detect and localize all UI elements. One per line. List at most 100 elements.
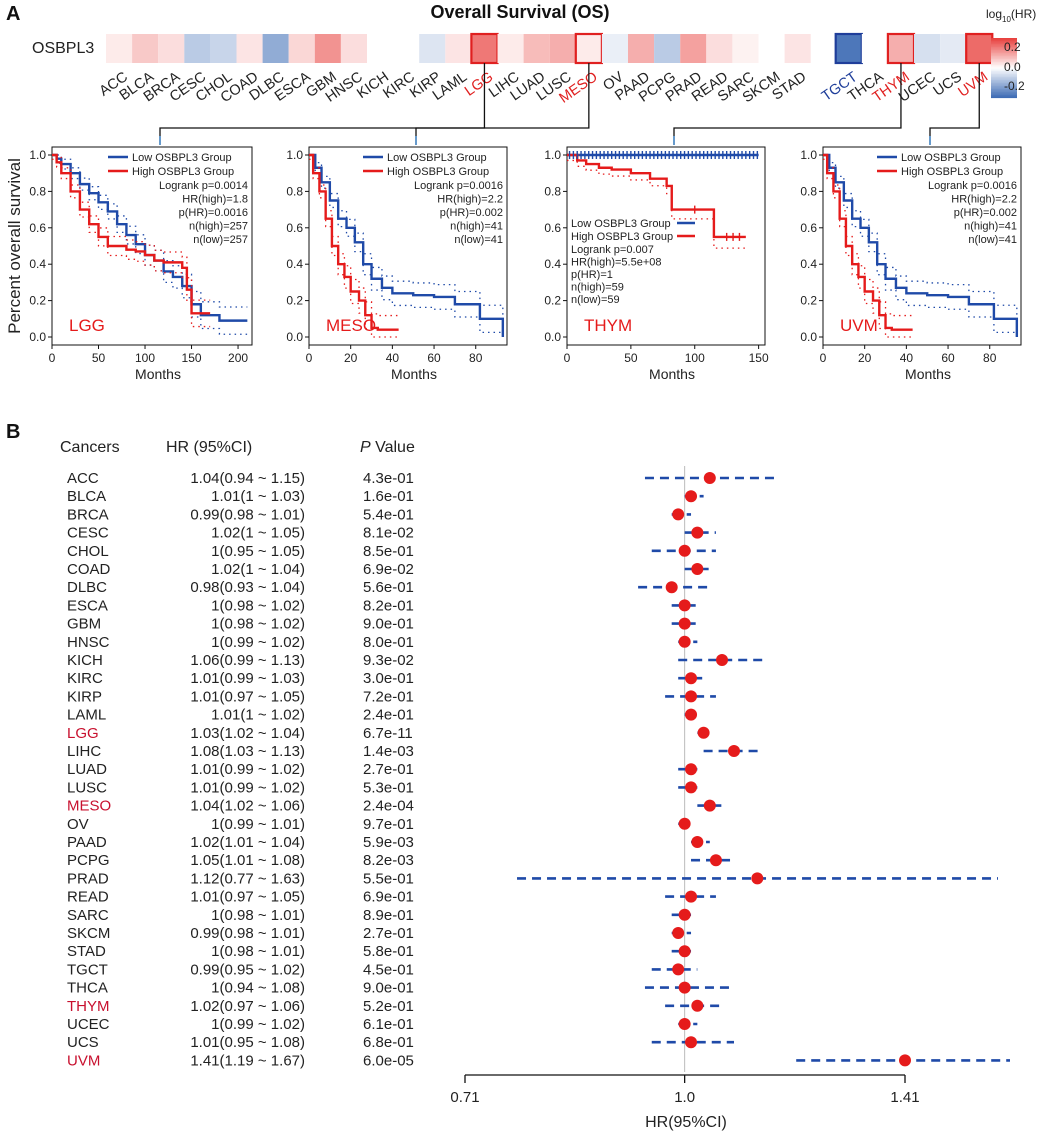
forest-cancer-label: MESO	[67, 798, 111, 815]
km-legend-entry: Low OSBPL3 Group	[132, 152, 232, 164]
legend-gradient-step	[991, 65, 1017, 67]
legend-gradient-step	[991, 78, 1017, 81]
km-high-ci-lower	[309, 158, 399, 338]
km-y-tick-label: 1.0	[286, 148, 303, 162]
forest-p-value: 5.8e-01	[363, 943, 414, 960]
legend-gradient-step	[991, 51, 1017, 54]
forest-point	[697, 726, 710, 739]
km-x-tick-label: 80	[983, 351, 997, 365]
km-legend-entry: High OSBPL3 Group	[132, 166, 234, 178]
forest-p-value: 3.0e-01	[363, 670, 414, 687]
forest-cancer-label: KIRC	[67, 670, 103, 687]
km-x-tick-label: 100	[685, 351, 705, 365]
forest-hr-text: 1.01(0.97 ~ 1.05)	[190, 889, 305, 906]
forest-cancer-label: KICH	[67, 652, 103, 669]
heatmap-legend: log10(HR) 0.2 0.0 -0.2	[986, 7, 1036, 99]
forest-point	[678, 908, 691, 921]
km-y-tick-label: 0.6	[29, 221, 46, 235]
legend-gradient-step	[991, 71, 1017, 73]
heatmap-cancer-label: UVM	[955, 69, 991, 101]
km-y-tick-label: 0.6	[286, 221, 303, 235]
km-stat: p(HR)=0.002	[440, 207, 503, 219]
forest-point	[703, 472, 716, 484]
km-y-tick-label: 0.6	[544, 221, 561, 235]
forest-point	[678, 635, 691, 648]
km-x-tick-label: 60	[941, 351, 955, 365]
heatmap-cell	[184, 34, 211, 63]
heatmap-cell	[861, 34, 888, 63]
legend-gradient-step	[991, 39, 1017, 42]
forest-cancer-label: LGG	[67, 725, 99, 742]
forest-cancer-label: BLCA	[67, 488, 106, 505]
forest-x-tick-label: 1.41	[890, 1089, 919, 1106]
legend-gradient-step	[991, 45, 1017, 48]
legend-gradient-step	[991, 96, 1017, 99]
forest-cancer-label: UVM	[67, 1052, 100, 1069]
km-stat: n(low)=59	[571, 294, 620, 306]
km-y-tick-label: 0.6	[800, 221, 817, 235]
heatmap-cell	[965, 32, 994, 65]
km-y-tick-label: 1.0	[29, 148, 46, 162]
km-y-tick-label: 0.0	[29, 330, 46, 344]
forest-hr-text: 1.04(0.94 ~ 1.15)	[190, 470, 305, 487]
heatmap-cell	[210, 34, 237, 63]
legend-gradient-step	[991, 89, 1017, 91]
forest-point	[685, 781, 698, 794]
legend-tick-label: -0.2	[1004, 79, 1025, 93]
forest-cancer-label: READ	[67, 889, 109, 906]
forest-p-value: 6.1e-01	[363, 1016, 414, 1033]
km-stat: Logrank p=0.0016	[414, 180, 503, 192]
km-legend-entry: Low OSBPL3 Group	[901, 152, 1001, 164]
heatmap-cell	[158, 34, 185, 63]
heatmap-gene-label: OSBPL3	[32, 40, 94, 57]
km-x-axis-label: Months	[649, 366, 695, 382]
panel-b-letter: B	[6, 421, 20, 443]
heatmap-cell	[445, 34, 472, 63]
km-x-axis-label: Months	[391, 366, 437, 382]
km-plot-title: MESO	[326, 316, 376, 335]
forest-p-value: 8.9e-01	[363, 907, 414, 924]
forest-p-value: 8.1e-02	[363, 525, 414, 542]
forest-cancer-label: STAD	[67, 943, 106, 960]
forest-p-value: 8.0e-01	[363, 634, 414, 651]
forest-point	[678, 1018, 691, 1030]
km-plot-thym: 0.0 0.2 0.4 0.6 0.8 1.0 0 50 100 150 Months Low OSB…	[544, 146, 769, 382]
km-x-tick-label: 40	[900, 351, 914, 365]
km-plot-lgg: 0.0 0.2 0.4 0.6 0.8 1.0 0 50 100 150 200 Months Low …	[29, 146, 253, 382]
heatmap-cell	[574, 32, 603, 65]
forest-cancer-label: UCEC	[67, 1016, 110, 1033]
km-x-tick-label: 20	[344, 351, 358, 365]
legend-gradient-step	[991, 60, 1017, 63]
forest-p-value: 1.6e-01	[363, 488, 414, 505]
heatmap-cell	[601, 34, 628, 63]
forest-p-value: 5.4e-01	[363, 506, 414, 523]
km-x-tick-label: 0	[564, 351, 571, 365]
km-plot-title: UVM	[840, 316, 878, 335]
heatmap-cell	[393, 34, 420, 63]
forest-point	[899, 1054, 911, 1067]
legend-gradient-step	[991, 87, 1017, 90]
legend-gradient-step	[991, 75, 1017, 78]
legend-gradient-step	[991, 81, 1017, 84]
km-plot-frame	[308, 146, 508, 346]
heatmap-cell	[340, 34, 367, 63]
forest-cancer-label: OV	[67, 816, 89, 833]
legend-gradient-step	[991, 57, 1017, 60]
heatmap-cell	[288, 34, 315, 63]
legend-gradient-step	[991, 63, 1017, 66]
legend-gradient-step	[991, 86, 1017, 88]
forest-p-value: 8.2e-03	[363, 852, 414, 869]
legend-gradient-step	[991, 47, 1017, 49]
km-legend-entry: Low OSBPL3 Group	[571, 218, 671, 230]
forest-point	[665, 581, 678, 594]
forest-hr-text: 1(0.95 ~ 1.05)	[211, 543, 305, 560]
forest-cancer-label: LIHC	[67, 743, 101, 760]
forest-hr-text: 1.01(0.97 ~ 1.05)	[190, 688, 305, 705]
km-stat: HR(high)=2.2	[951, 194, 1017, 206]
forest-point	[678, 945, 691, 958]
forest-p-value: 6.9e-01	[363, 889, 414, 906]
km-stat: n(high)=41	[964, 221, 1017, 233]
forest-p-value: 9.7e-01	[363, 816, 414, 833]
forest-cancer-label: LUSC	[67, 779, 107, 796]
